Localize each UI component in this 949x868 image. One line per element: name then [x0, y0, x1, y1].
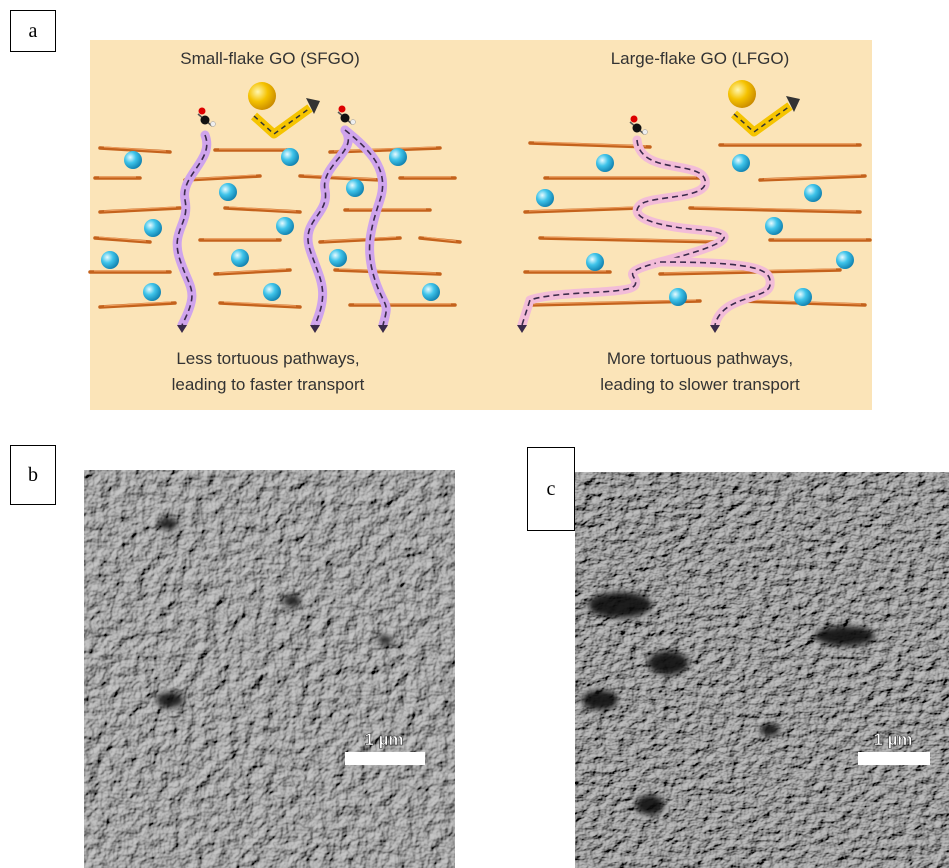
ion: [422, 283, 440, 301]
solute: [728, 80, 756, 108]
sem-image: 1 µm: [84, 470, 455, 868]
atom: [211, 122, 216, 127]
ion: [329, 249, 347, 267]
ion: [263, 283, 281, 301]
solute: [248, 82, 276, 110]
ion: [281, 148, 299, 166]
ion: [101, 251, 119, 269]
ion: [143, 283, 161, 301]
ion: [669, 288, 687, 306]
atom: [341, 114, 350, 123]
ion: [124, 151, 142, 169]
ion: [231, 249, 249, 267]
ion: [804, 184, 822, 202]
caption: leading to faster transport: [172, 375, 365, 394]
scale-bar-label: 1 µm: [873, 730, 912, 749]
ion: [794, 288, 812, 306]
sem-image: 1 µm: [575, 472, 949, 868]
ion: [536, 189, 554, 207]
ion: [836, 251, 854, 269]
atom: [351, 120, 356, 125]
ion: [389, 148, 407, 166]
caption: leading to slower transport: [600, 375, 800, 394]
ion: [596, 154, 614, 172]
ion: [765, 217, 783, 235]
ion: [732, 154, 750, 172]
caption: Less tortuous pathways,: [176, 349, 359, 368]
atom: [643, 130, 648, 135]
ion: [276, 217, 294, 235]
atom: [633, 124, 642, 133]
ion: [586, 253, 604, 271]
atom: [199, 108, 206, 115]
atom: [339, 106, 346, 113]
scale-bar-label: 1 µm: [364, 730, 403, 749]
page: {"panel_a": {"label": "a", "left": {"tit…: [0, 0, 949, 868]
atom: [631, 116, 638, 123]
panel-title: Small-flake GO (SFGO): [180, 49, 359, 68]
ion: [346, 179, 364, 197]
figure: Small-flake GO (SFGO) Large-flake GO (LF…: [0, 0, 949, 868]
atom: [201, 116, 210, 125]
panel-title: Large-flake GO (LFGO): [611, 49, 790, 68]
caption: More tortuous pathways,: [607, 349, 793, 368]
ion: [144, 219, 162, 237]
ion: [219, 183, 237, 201]
